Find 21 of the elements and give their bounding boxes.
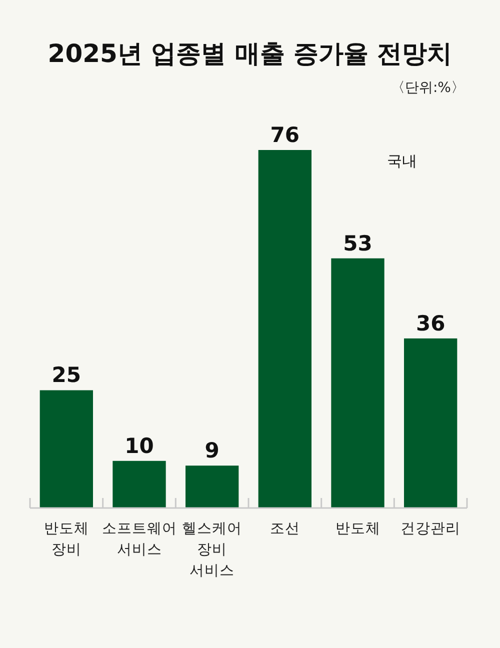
x-tick-label: 건강관리	[400, 521, 461, 537]
data-label: 10	[124, 434, 154, 458]
bar	[404, 338, 458, 508]
chart-title: 2025년 업종별 매출 증가율 전망치	[48, 39, 452, 68]
bar	[40, 390, 93, 508]
chart-subtitle: 〈단위:%〉	[390, 80, 465, 96]
x-tick-label: 반도체 장비	[44, 521, 89, 558]
x-tick-label: 소프트웨어 서비스	[102, 521, 177, 558]
data-label: 36	[416, 311, 446, 336]
data-label: 53	[343, 231, 372, 256]
x-tick-label: 헬스케어 장비 서비스	[182, 521, 242, 579]
x-tick-label: 조선	[270, 521, 300, 537]
bar	[186, 466, 239, 508]
annotation: 국내	[387, 152, 417, 170]
bar	[331, 258, 384, 508]
bar	[112, 460, 166, 508]
data-label: 25	[52, 363, 82, 388]
bar	[258, 150, 312, 508]
data-label: 76	[270, 123, 300, 147]
data-label: 9	[204, 438, 220, 463]
x-tick-label: 반도체	[335, 521, 380, 537]
